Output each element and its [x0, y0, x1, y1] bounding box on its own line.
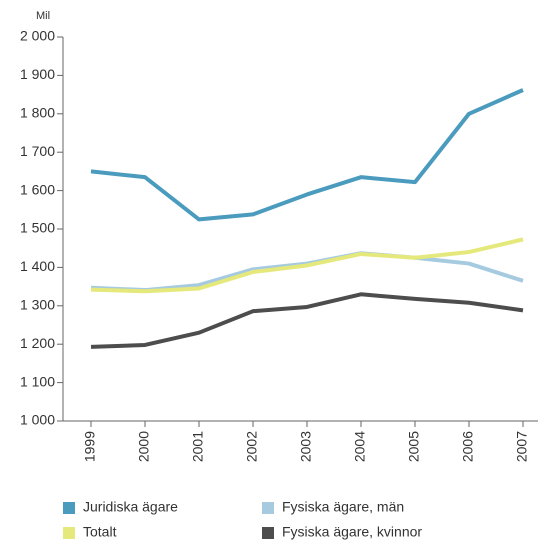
legend-swatch — [262, 502, 274, 514]
y-tick-label: 1 300 — [20, 297, 55, 313]
y-tick-label: 1 400 — [20, 258, 55, 274]
y-tick-label: 1 800 — [20, 105, 55, 121]
x-tick-label: 2002 — [244, 431, 260, 462]
legend-swatch — [262, 527, 274, 539]
x-tick-label: 2005 — [406, 431, 422, 462]
series-line — [90, 88, 524, 222]
legend-label: Totalt — [83, 524, 117, 540]
series-line — [90, 251, 524, 293]
x-tick-label: 2006 — [460, 431, 476, 462]
y-tick-label: 1 200 — [20, 335, 55, 351]
legend-swatch — [63, 502, 75, 514]
x-tick-label: 2003 — [298, 431, 314, 462]
y-tick-label: 1 900 — [20, 66, 55, 82]
series-line — [90, 292, 524, 349]
y-tick-label: 1 600 — [20, 181, 55, 197]
x-tick-label: 2007 — [514, 431, 530, 462]
x-tick-label: 2004 — [352, 431, 368, 462]
series-line — [90, 237, 524, 294]
x-tick-label: 2000 — [136, 431, 152, 462]
y-tick-label: 1 700 — [20, 143, 55, 159]
unit-label: Mil — [36, 10, 50, 22]
legend-label: Fysiska ägare, kvinnor — [282, 524, 422, 540]
legend-swatch — [63, 527, 75, 539]
y-tick-label: 1 100 — [20, 373, 55, 389]
legend-label: Juridiska ägare — [83, 499, 178, 515]
y-tick-label: 2 000 — [20, 28, 55, 44]
y-tick-label: 1 000 — [20, 412, 55, 428]
legend-label: Fysiska ägare, män — [282, 499, 404, 515]
x-tick-label: 1999 — [82, 431, 98, 462]
y-tick-label: 1 500 — [20, 220, 55, 236]
x-tick-label: 2001 — [190, 431, 206, 462]
